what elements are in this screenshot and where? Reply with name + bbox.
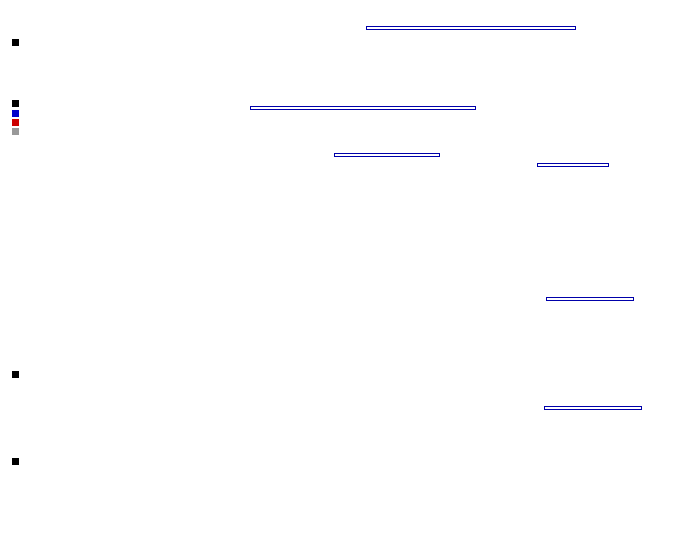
ma50-legend-swatch-icon xyxy=(12,110,19,117)
annotation-ascending-triangle xyxy=(334,153,440,157)
quote-line xyxy=(621,17,674,28)
volume-legend-swatch-icon xyxy=(12,128,19,135)
ma200-legend-swatch-icon xyxy=(12,119,19,126)
macd-legend xyxy=(12,369,22,379)
symbol-legend xyxy=(12,98,22,108)
rsi-legend-swatch-icon xyxy=(12,39,19,46)
sto-legend xyxy=(12,456,22,466)
annotation-bill-gross xyxy=(250,106,476,110)
ma200-legend xyxy=(12,117,22,127)
annotation-resistance-levels xyxy=(537,163,609,167)
ma50-legend xyxy=(12,108,22,118)
annotation-support-trendline xyxy=(546,297,634,301)
annotation-negative-divergence xyxy=(544,406,642,410)
symbol-legend-swatch-icon xyxy=(12,100,19,107)
macd-legend-swatch-icon xyxy=(12,371,19,378)
annotation-rsi-uptrend xyxy=(366,26,576,30)
volume-legend xyxy=(12,126,22,136)
sto-legend-swatch-icon xyxy=(12,458,19,465)
rsi-legend xyxy=(12,37,22,47)
